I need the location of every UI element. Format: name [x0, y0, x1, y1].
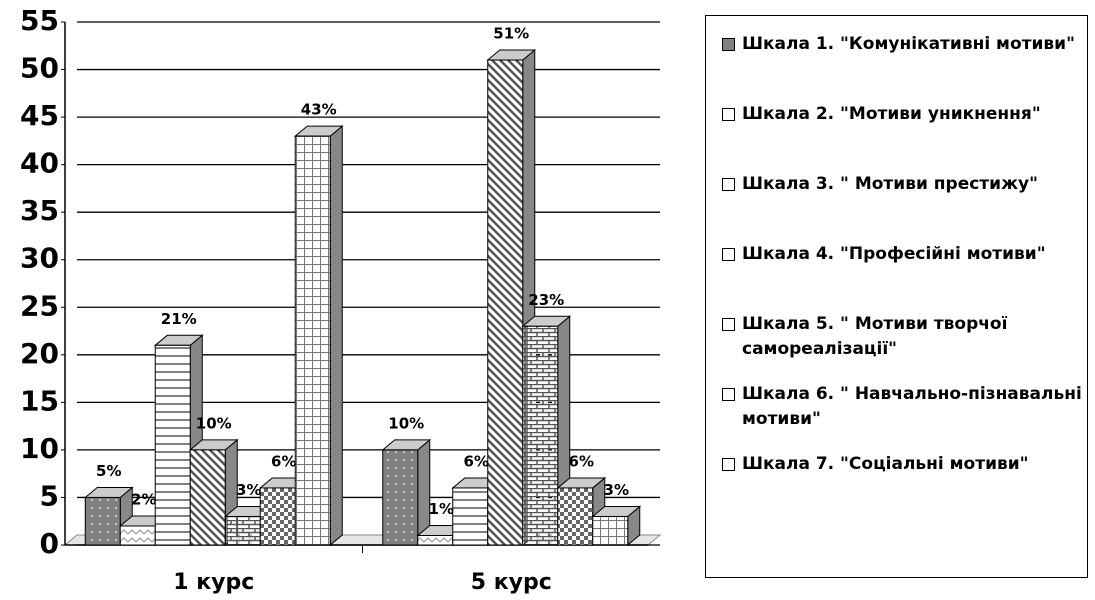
value-label: 3%	[604, 481, 629, 499]
value-label: 51%	[493, 25, 529, 43]
legend-label: Шкала 2. "Мотиви уникнення"	[742, 104, 1041, 124]
bar	[189, 449, 226, 546]
bar	[417, 534, 454, 546]
bar	[382, 449, 419, 546]
y-tick-label: 25	[20, 289, 59, 322]
value-label: 1%	[429, 500, 454, 518]
legend-item: Шкала 3. " Мотиви престижу"	[722, 172, 1095, 197]
legend-item: Шкала 6. " Навчально-пізнавальні мотиви"	[722, 382, 1095, 432]
legend-swatch	[722, 178, 735, 191]
bar	[592, 515, 629, 546]
bar	[557, 487, 594, 546]
value-label: 6%	[271, 452, 296, 470]
y-tick-label: 30	[20, 242, 59, 275]
x-tick-label: 1 курс	[173, 570, 254, 595]
value-label: 43%	[301, 101, 337, 119]
bar	[487, 59, 524, 546]
bar	[452, 487, 489, 546]
bar	[84, 496, 121, 546]
x-tick-label: 5 курс	[471, 570, 552, 595]
bar-side	[329, 125, 343, 547]
legend-label: Шкала 1. "Комунікативні мотиви"	[742, 34, 1075, 54]
value-label: 3%	[236, 481, 261, 499]
y-tick-label: 40	[20, 147, 59, 180]
legend-swatch	[722, 318, 735, 331]
y-tick-label: 0	[40, 527, 59, 560]
value-label: 23%	[528, 291, 564, 309]
legend-label: Шкала 6. " Навчально-пізнавальні мотиви"	[742, 384, 1082, 429]
value-label: 6%	[464, 452, 489, 470]
legend-label: Шкала 7. "Соціальні мотиви"	[742, 454, 1029, 474]
legend-item: Шкала 2. "Мотиви уникнення"	[722, 102, 1095, 127]
value-label: 10%	[388, 414, 424, 432]
y-tick-label: 50	[20, 52, 59, 85]
legend-item: Шкала 1. "Комунікативні мотиви"	[722, 32, 1095, 57]
legend-swatch	[722, 248, 735, 261]
y-tick-label: 55	[20, 4, 59, 37]
legend-swatch	[722, 108, 735, 121]
legend-swatch	[722, 38, 735, 51]
value-label: 6%	[569, 452, 594, 470]
chart: 0 5 10 15 20 25 30 35 40 45 50 55 1 курс 5% 2% 21% 10% 3%…	[20, 4, 662, 595]
bar	[119, 525, 156, 546]
value-label: 5%	[96, 462, 121, 480]
legend-swatch	[722, 388, 735, 401]
bar	[522, 325, 559, 546]
legend: Шкала 1. "Комунікативні мотиви" Шкала 2. …	[705, 15, 1088, 578]
legend-item: Шкала 5. " Мотиви творчої самореалізації…	[722, 312, 1095, 362]
legend-label: Шкала 5. " Мотиви творчої самореалізації…	[742, 314, 1008, 359]
legend-label: Шкала 3. " Мотиви престижу"	[742, 174, 1038, 194]
y-tick-label: 15	[20, 384, 59, 417]
legend-swatch	[722, 458, 735, 471]
legend-item: Шкала 7. "Соціальні мотиви"	[722, 452, 1095, 477]
y-tick-label: 35	[20, 194, 59, 227]
legend-label: Шкала 4. "Професійні мотиви"	[742, 244, 1046, 264]
y-tick-label: 45	[20, 99, 59, 132]
y-tick-label: 20	[20, 337, 59, 370]
legend-item: Шкала 4. "Професійні мотиви"	[722, 242, 1095, 267]
bar	[224, 515, 261, 546]
value-label: 21%	[161, 310, 197, 328]
value-label: 10%	[196, 414, 232, 432]
bar	[294, 135, 331, 546]
y-tick-label: 5	[40, 479, 59, 512]
value-label: 2%	[131, 490, 156, 508]
y-tick-label: 10	[20, 432, 59, 465]
bar	[259, 487, 296, 546]
bar	[154, 344, 191, 546]
